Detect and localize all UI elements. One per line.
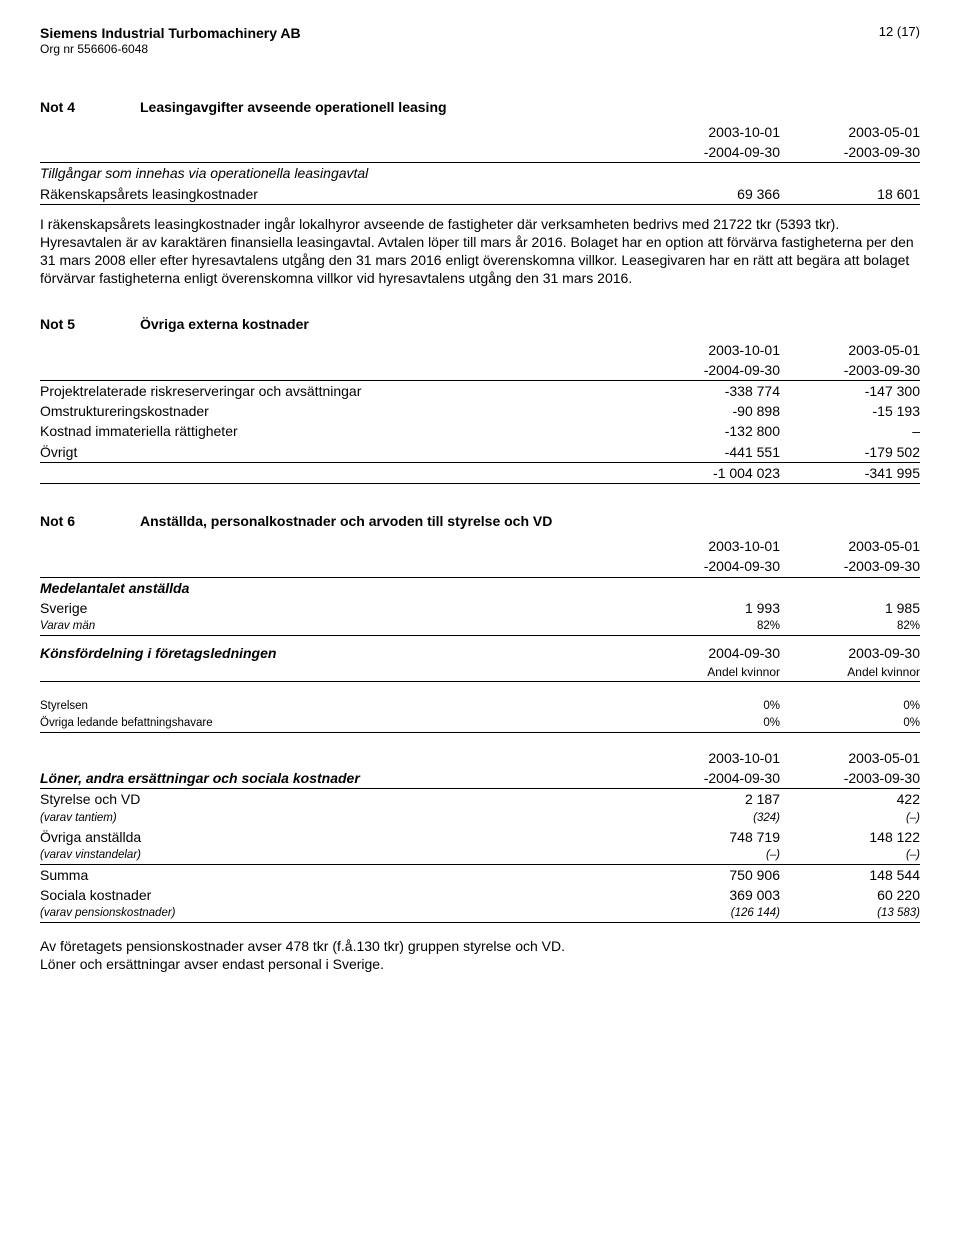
- note5-r4-v2: -179 502: [780, 442, 920, 463]
- note6-tantiem-v2: (–): [780, 810, 920, 827]
- note5-title: Övriga externa kostnader: [140, 315, 309, 333]
- note5-period2b: -2003-09-30: [780, 360, 920, 381]
- note5-number: Not 5: [40, 315, 100, 333]
- note6-period2b: -2003-09-30: [780, 556, 920, 577]
- note6-gsub1: Andel kvinnor: [640, 664, 780, 682]
- note6-svd-label: Styrelse och VD: [40, 789, 640, 810]
- header-left: Siemens Industrial Turbomachinery AB Org…: [40, 24, 301, 58]
- note4-paragraph: I räkenskapsårets leasingkostnader ingår…: [40, 215, 920, 288]
- note6-other-v1: 0%: [640, 715, 780, 732]
- note6-gender-title: Könsfördelning i företagsledningen: [40, 643, 640, 663]
- note6-period1a: 2003-10-01: [640, 536, 780, 556]
- note6-wp2b: -2003-09-30: [780, 768, 920, 789]
- note6-styrelsen-label: Styrelsen: [40, 698, 640, 715]
- note6-gdate1: 2004-09-30: [640, 643, 780, 663]
- note6-sv-v2: 1 985: [780, 598, 920, 618]
- note6-sum-label: Summa: [40, 864, 640, 885]
- note-5: Not 5 Övriga externa kostnader 2003-10-0…: [40, 315, 920, 484]
- note4-row2-v1: 69 366: [640, 184, 780, 205]
- note5-tot-v1: -1 004 023: [640, 462, 780, 483]
- note6-men-v2: 82%: [780, 618, 920, 635]
- note4-period1b: -2004-09-30: [640, 142, 780, 163]
- note6-men-v1: 82%: [640, 618, 780, 635]
- note6-tantiem-v1: (324): [640, 810, 780, 827]
- note6-gdate2: 2003-09-30: [780, 643, 920, 663]
- note5-r2-v1: -90 898: [640, 401, 780, 421]
- page-header: Siemens Industrial Turbomachinery AB Org…: [40, 24, 920, 58]
- note6-emp-label: Övriga anställda: [40, 827, 640, 847]
- note5-r2-label: Omstruktureringskostnader: [40, 401, 640, 421]
- note6-men-label: Varav män: [40, 618, 640, 635]
- note5-r1-label: Projektrelaterade riskreserveringar och …: [40, 381, 640, 402]
- note6-period2a: 2003-05-01: [780, 536, 920, 556]
- org-number: Org nr 556606-6048: [40, 42, 301, 58]
- note-6: Not 6 Anställda, personalkostnader och a…: [40, 512, 920, 973]
- note5-period2a: 2003-05-01: [780, 340, 920, 360]
- note-4: Not 4 Leasingavgifter avseende operation…: [40, 98, 920, 288]
- note5-tot-v2: -341 995: [780, 462, 920, 483]
- note6-table-periods: 2003-10-01 2003-05-01 -2004-09-30 -2003-…: [40, 536, 920, 923]
- note6-avg-label: Medelantalet anställda: [40, 577, 640, 598]
- note5-r3-label: Kostnad immateriella rättigheter: [40, 421, 640, 441]
- note6-pens-v1: (126 144): [640, 905, 780, 922]
- note4-row1-label: Tillgångar som innehas via operationella…: [40, 163, 640, 184]
- page-number: 12 (17): [879, 24, 920, 41]
- note6-sv-v1: 1 993: [640, 598, 780, 618]
- note6-wp1a: 2003-10-01: [640, 748, 780, 768]
- note5-r1-v2: -147 300: [780, 381, 920, 402]
- note6-vinst-v1: (–): [640, 847, 780, 864]
- note6-tantiem-label: (varav tantiem): [40, 810, 640, 827]
- note5-r3-v2: –: [780, 421, 920, 441]
- note4-period2a: 2003-05-01: [780, 122, 920, 142]
- note4-table: 2003-10-01 2003-05-01 -2004-09-30 -2003-…: [40, 122, 920, 205]
- note4-row2-v2: 18 601: [780, 184, 920, 205]
- note6-sum-v2: 148 544: [780, 864, 920, 885]
- note5-r4-v1: -441 551: [640, 442, 780, 463]
- note6-styrelsen-v2: 0%: [780, 698, 920, 715]
- note4-period1a: 2003-10-01: [640, 122, 780, 142]
- note4-title: Leasingavgifter avseende operationell le…: [140, 98, 447, 116]
- note5-table: 2003-10-01 2003-05-01 -2004-09-30 -2003-…: [40, 340, 920, 484]
- note6-svd-v2: 422: [780, 789, 920, 810]
- note6-title: Anställda, personalkostnader och arvoden…: [140, 512, 552, 530]
- note5-period1a: 2003-10-01: [640, 340, 780, 360]
- note5-r3-v1: -132 800: [640, 421, 780, 441]
- note6-vinst-label: (varav vinstandelar): [40, 847, 640, 864]
- note6-sv-label: Sverige: [40, 598, 640, 618]
- note6-svd-v1: 2 187: [640, 789, 780, 810]
- note6-sum-v1: 750 906: [640, 864, 780, 885]
- note5-r2-v2: -15 193: [780, 401, 920, 421]
- note6-gsub2: Andel kvinnor: [780, 664, 920, 682]
- note6-period1b: -2004-09-30: [640, 556, 780, 577]
- note6-soc-v1: 369 003: [640, 885, 780, 905]
- note6-wp1b: -2004-09-30: [640, 768, 780, 789]
- note4-number: Not 4: [40, 98, 100, 116]
- note5-r1-v1: -338 774: [640, 381, 780, 402]
- note6-other-label: Övriga ledande befattningshavare: [40, 715, 640, 732]
- note5-r4-label: Övrigt: [40, 442, 640, 463]
- note4-row2-label: Räkenskapsårets leasingkostnader: [40, 184, 640, 205]
- note6-emp-v1: 748 719: [640, 827, 780, 847]
- note6-foot2: Löner och ersättningar avser endast pers…: [40, 955, 920, 973]
- note6-soc-label: Sociala kostnader: [40, 885, 640, 905]
- note6-styrelsen-v1: 0%: [640, 698, 780, 715]
- note6-foot1: Av företagets pensionskostnader avser 47…: [40, 937, 920, 955]
- company-name: Siemens Industrial Turbomachinery AB: [40, 24, 301, 42]
- note6-vinst-v2: (–): [780, 847, 920, 864]
- note5-period1b: -2004-09-30: [640, 360, 780, 381]
- note6-pens-label: (varav pensionskostnader): [40, 905, 640, 922]
- note4-period2b: -2003-09-30: [780, 142, 920, 163]
- note6-other-v2: 0%: [780, 715, 920, 732]
- note6-soc-v2: 60 220: [780, 885, 920, 905]
- note6-emp-v2: 148 122: [780, 827, 920, 847]
- note6-wp2a: 2003-05-01: [780, 748, 920, 768]
- note6-pens-v2: (13 583): [780, 905, 920, 922]
- note6-wages-title: Löner, andra ersättningar och sociala ko…: [40, 768, 640, 789]
- note6-number: Not 6: [40, 512, 100, 530]
